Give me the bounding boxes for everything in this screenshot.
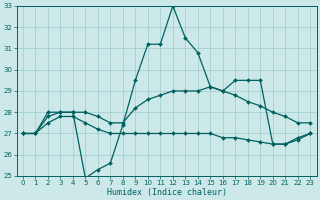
- X-axis label: Humidex (Indice chaleur): Humidex (Indice chaleur): [107, 188, 227, 197]
